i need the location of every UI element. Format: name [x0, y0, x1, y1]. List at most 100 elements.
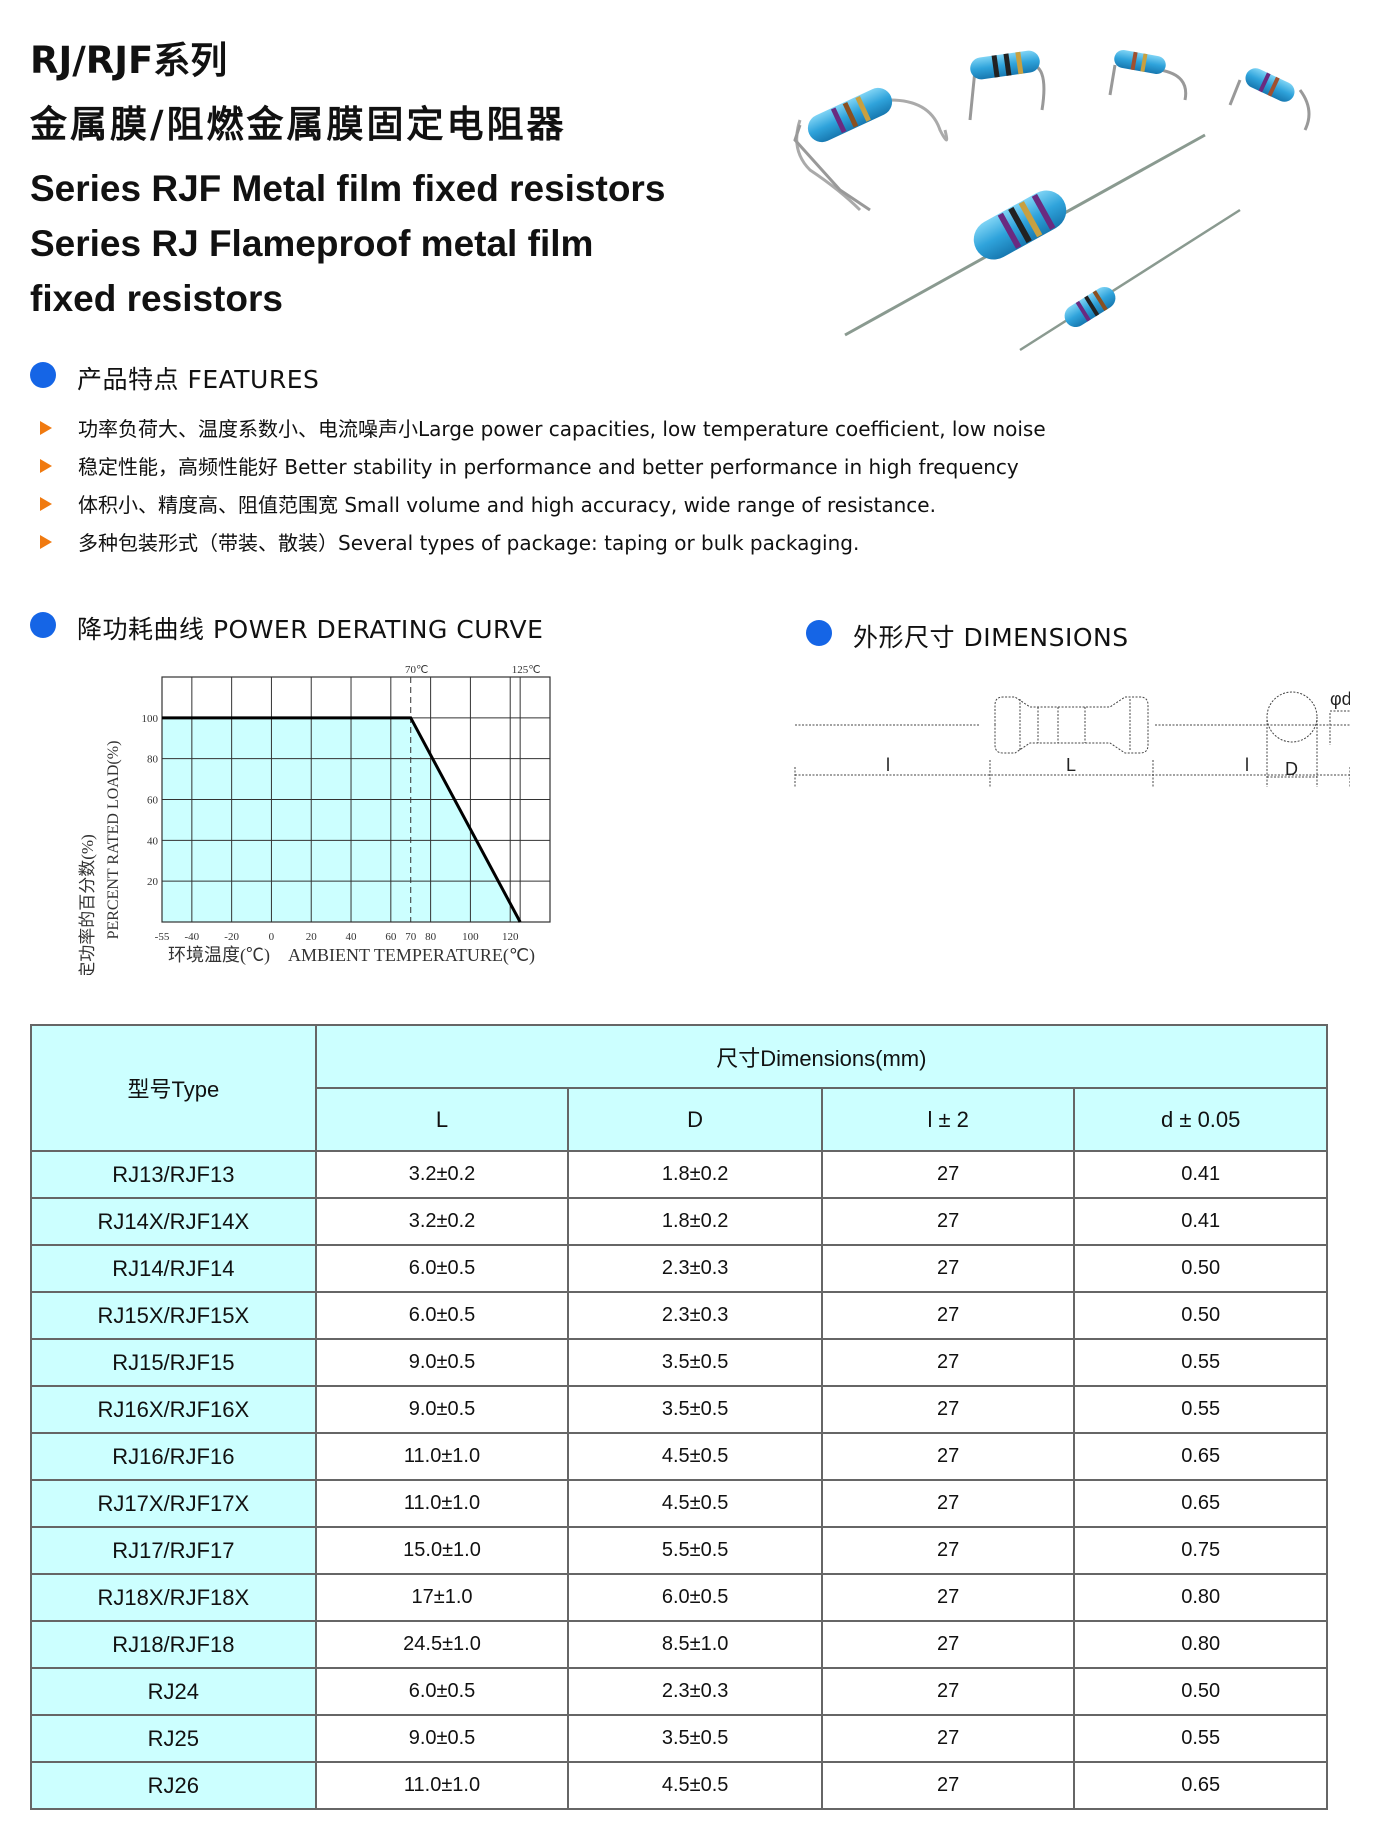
- table-row: RJ24 6.0±0.5 2.3±0.3 27 0.50: [30, 1667, 1328, 1716]
- title-en-3: fixed resistors: [30, 278, 283, 319]
- table-row: RJ17X/RJF17X 11.0±1.0 4.5±0.5 27 0.65: [30, 1479, 1328, 1528]
- value-cell: 3.5±0.5: [567, 1714, 823, 1763]
- x-tick-label: -20: [224, 931, 239, 943]
- feature-text: 多种包装形式（带装、散装）Several types of package: t…: [78, 531, 860, 555]
- dimension-drawing: l L l φd D: [794, 689, 1350, 787]
- table-row: RJ25 9.0±0.5 3.5±0.5 27 0.55: [30, 1714, 1328, 1763]
- value-cell: 24.5±1.0: [314, 1620, 570, 1669]
- value-cell: 27: [820, 1197, 1076, 1246]
- value-cell: 27: [820, 1291, 1076, 1340]
- x-tick-label: 80: [425, 931, 437, 943]
- value-cell: 9.0±0.5: [314, 1338, 570, 1387]
- x-tick-label: -55: [155, 931, 170, 943]
- value-cell: 11.0±1.0: [314, 1432, 570, 1481]
- value-cell: 5.5±0.5: [567, 1526, 823, 1575]
- x-tick-label: 40: [346, 931, 358, 943]
- value-cell: 1.8±0.2: [567, 1150, 823, 1199]
- features-heading: 产品特点 FEATURES: [77, 365, 320, 394]
- value-cell: 2.3±0.3: [567, 1667, 823, 1716]
- title-en-1: Series RJF Metal film fixed resistors: [30, 168, 666, 209]
- type-cell: RJ14X/RJF14X: [30, 1197, 317, 1246]
- body-diameter-label: D: [1285, 759, 1298, 779]
- bullet-triangle-icon: [40, 534, 52, 549]
- value-cell: 2.3±0.3: [567, 1291, 823, 1340]
- y-tick-label: 60: [147, 795, 159, 807]
- x-tick-label: -40: [185, 931, 200, 943]
- lead-length-label: l: [886, 755, 890, 775]
- value-cell: 8.5±1.0: [567, 1620, 823, 1669]
- bullet-triangle-icon: [40, 458, 52, 473]
- type-cell: RJ17X/RJF17X: [30, 1479, 317, 1528]
- table-row: RJ16X/RJF16X 9.0±0.5 3.5±0.5 27 0.55: [30, 1385, 1328, 1434]
- column-header: l ± 2: [820, 1087, 1076, 1152]
- table-row: RJ18X/RJF18X 17±1.0 6.0±0.5 27 0.80: [30, 1573, 1328, 1622]
- value-cell: 0.80: [1073, 1573, 1328, 1622]
- value-cell: 6.0±0.5: [567, 1573, 823, 1622]
- power-derating-chart: -55 -40 -20 0 20 40 60 70 80 100 120 20 40 60 80 100 70℃…: [78, 664, 551, 975]
- value-cell: 27: [820, 1432, 1076, 1481]
- value-cell: 1.8±0.2: [567, 1197, 823, 1246]
- value-cell: 27: [820, 1150, 1076, 1199]
- value-cell: 9.0±0.5: [314, 1385, 570, 1434]
- x-tick-label: 100: [462, 931, 479, 943]
- table-row: RJ18/RJF18 24.5±1.0 8.5±1.0 27 0.80: [30, 1620, 1328, 1669]
- value-cell: 27: [820, 1761, 1076, 1810]
- value-cell: 17±1.0: [314, 1573, 570, 1622]
- table-row: RJ15/RJF15 9.0±0.5 3.5±0.5 27 0.55: [30, 1338, 1328, 1387]
- value-cell: 6.0±0.5: [314, 1667, 570, 1716]
- value-cell: 0.50: [1073, 1291, 1328, 1340]
- feature-text: 稳定性能，高频性能好 Better stability in performan…: [78, 455, 1019, 479]
- table-row: RJ17/RJF17 15.0±1.0 5.5±0.5 27 0.75: [30, 1526, 1328, 1575]
- section-dot-icon: [30, 612, 56, 638]
- value-cell: 15.0±1.0: [314, 1526, 570, 1575]
- column-header: L: [314, 1087, 570, 1152]
- type-cell: RJ16X/RJF16X: [30, 1385, 317, 1434]
- value-cell: 3.5±0.5: [567, 1338, 823, 1387]
- resistor-image-3: [1108, 50, 1188, 101]
- resistor-image-5: [844, 133, 1206, 337]
- section-dot-icon: [806, 620, 832, 646]
- value-cell: 9.0±0.5: [314, 1714, 570, 1763]
- value-cell: 2.3±0.3: [567, 1244, 823, 1293]
- x-tick-label: 0: [269, 931, 275, 943]
- x-tick-label: 60: [385, 931, 397, 943]
- feature-item: 多种包装形式（带装、散装）Several types of package: t…: [40, 527, 859, 556]
- type-cell: RJ15/RJF15: [30, 1338, 317, 1387]
- resistor-image-2: [968, 50, 1046, 121]
- derating-curve: [162, 716, 522, 923]
- value-cell: 0.80: [1073, 1620, 1328, 1669]
- value-cell: 27: [820, 1479, 1076, 1528]
- feature-item: 功率负荷大、温度系数小、电流噪声小Large power capacities,…: [40, 413, 1046, 442]
- value-cell: 27: [820, 1714, 1076, 1763]
- dimensions-header: 尺寸Dimensions(mm): [314, 1024, 1329, 1089]
- value-cell: 0.41: [1073, 1150, 1328, 1199]
- title-en-2: Series RJ Flameproof metal film: [30, 223, 594, 264]
- column-header: D: [567, 1087, 823, 1152]
- type-cell: RJ18/RJF18: [30, 1620, 317, 1669]
- value-cell: 27: [820, 1526, 1076, 1575]
- derating-heading: 降功耗曲线 POWER DERATING CURVE: [77, 615, 544, 644]
- table-row: RJ14X/RJF14X 3.2±0.2 1.8±0.2 27 0.41: [30, 1197, 1328, 1246]
- dimensions-table: 型号Type 尺寸Dimensions(mm) L D l ± 2 d ± 0.0…: [30, 1024, 1329, 1810]
- value-cell: 27: [820, 1338, 1076, 1387]
- value-cell: 0.55: [1073, 1338, 1328, 1387]
- value-cell: 3.2±0.2: [314, 1197, 570, 1246]
- value-cell: 0.55: [1073, 1385, 1328, 1434]
- dimensions-heading: 外形尺寸 DIMENSIONS: [853, 623, 1129, 652]
- y-axis-label-en: PERCENT RATED LOAD(%): [105, 741, 122, 940]
- type-cell: RJ25: [30, 1714, 317, 1763]
- table-row: RJ16/RJF16 11.0±1.0 4.5±0.5 27 0.65: [30, 1432, 1328, 1481]
- value-cell: 27: [820, 1620, 1076, 1669]
- x-tick-label: 120: [502, 931, 519, 943]
- y-tick-label: 100: [142, 713, 159, 725]
- table-row: RJ26 11.0±1.0 4.5±0.5 27 0.65: [30, 1761, 1328, 1810]
- temperature-annotation: 125℃: [512, 664, 541, 676]
- feature-item: 稳定性能，高频性能好 Better stability in performan…: [40, 451, 1019, 480]
- type-cell: RJ16/RJF16: [30, 1432, 317, 1481]
- title-cn-series: RJ/RJF系列: [30, 39, 228, 82]
- value-cell: 27: [820, 1573, 1076, 1622]
- value-cell: 6.0±0.5: [314, 1291, 570, 1340]
- bullet-triangle-icon: [40, 496, 52, 511]
- resistor-image-4: [1228, 68, 1311, 131]
